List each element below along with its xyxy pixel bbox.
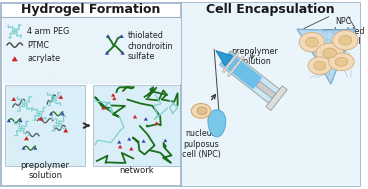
Ellipse shape xyxy=(314,61,326,70)
Polygon shape xyxy=(22,147,25,149)
Polygon shape xyxy=(112,94,115,97)
Text: prepolymer
solution: prepolymer solution xyxy=(21,161,70,180)
Polygon shape xyxy=(106,35,110,38)
Text: Hydrogel Formation: Hydrogel Formation xyxy=(21,3,160,16)
Polygon shape xyxy=(19,119,22,122)
Polygon shape xyxy=(227,56,244,77)
Polygon shape xyxy=(216,51,233,66)
Text: network: network xyxy=(119,166,154,175)
Polygon shape xyxy=(105,52,109,54)
Polygon shape xyxy=(49,112,53,115)
Text: PTMC: PTMC xyxy=(28,41,49,50)
Text: nucleus
pulposus
cell (NPC): nucleus pulposus cell (NPC) xyxy=(182,129,220,159)
Polygon shape xyxy=(130,147,133,150)
Polygon shape xyxy=(133,115,137,118)
Text: Cell Encapsulation: Cell Encapsulation xyxy=(206,3,335,16)
Polygon shape xyxy=(61,112,64,115)
Polygon shape xyxy=(117,141,121,143)
Polygon shape xyxy=(144,118,148,120)
Ellipse shape xyxy=(339,35,352,45)
Ellipse shape xyxy=(197,107,207,115)
Text: prepolymer
solution: prepolymer solution xyxy=(231,47,279,67)
Ellipse shape xyxy=(191,104,211,118)
Ellipse shape xyxy=(333,30,358,50)
Polygon shape xyxy=(256,81,277,100)
Polygon shape xyxy=(220,52,262,89)
Ellipse shape xyxy=(335,57,348,66)
Polygon shape xyxy=(223,52,239,73)
Polygon shape xyxy=(24,137,29,140)
Polygon shape xyxy=(33,147,37,149)
Polygon shape xyxy=(297,29,355,84)
Polygon shape xyxy=(59,95,63,99)
Polygon shape xyxy=(220,51,281,104)
Polygon shape xyxy=(120,35,123,38)
Ellipse shape xyxy=(308,57,332,74)
Text: thiolated
chondroitin
sulfate: thiolated chondroitin sulfate xyxy=(128,31,173,61)
Ellipse shape xyxy=(323,48,336,58)
Polygon shape xyxy=(102,106,105,109)
Polygon shape xyxy=(113,97,116,100)
Polygon shape xyxy=(12,57,17,61)
Polygon shape xyxy=(155,122,158,125)
FancyBboxPatch shape xyxy=(93,85,180,166)
Polygon shape xyxy=(64,129,68,132)
Text: NPC
embedded
hydrogel: NPC embedded hydrogel xyxy=(322,17,365,46)
Polygon shape xyxy=(121,52,124,54)
Polygon shape xyxy=(142,140,145,143)
Polygon shape xyxy=(164,139,167,142)
Ellipse shape xyxy=(329,53,354,71)
FancyBboxPatch shape xyxy=(1,3,360,186)
Text: acrylate: acrylate xyxy=(28,54,60,63)
Polygon shape xyxy=(118,145,122,148)
Polygon shape xyxy=(12,97,16,101)
Polygon shape xyxy=(266,86,287,111)
Polygon shape xyxy=(208,110,226,137)
Polygon shape xyxy=(39,117,43,120)
Text: 4 arm PEG: 4 arm PEG xyxy=(28,27,70,36)
Polygon shape xyxy=(128,138,131,140)
FancyBboxPatch shape xyxy=(183,3,360,186)
Polygon shape xyxy=(7,119,10,122)
FancyBboxPatch shape xyxy=(5,85,85,166)
Ellipse shape xyxy=(316,43,343,63)
Ellipse shape xyxy=(299,32,325,52)
Ellipse shape xyxy=(305,37,318,47)
FancyBboxPatch shape xyxy=(3,18,181,84)
